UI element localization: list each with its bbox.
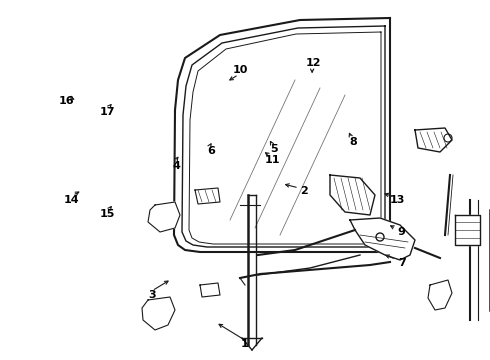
Text: 14: 14 <box>63 195 79 205</box>
Text: 6: 6 <box>207 146 215 156</box>
Text: 11: 11 <box>264 155 280 165</box>
Polygon shape <box>455 215 480 245</box>
Polygon shape <box>330 175 375 215</box>
Text: 3: 3 <box>148 290 156 300</box>
Polygon shape <box>428 280 452 310</box>
Text: 5: 5 <box>270 144 278 154</box>
Text: 2: 2 <box>300 186 308 196</box>
Text: 15: 15 <box>100 209 116 219</box>
Text: 1: 1 <box>241 339 249 349</box>
Text: 17: 17 <box>100 107 116 117</box>
Polygon shape <box>200 283 220 297</box>
Text: 9: 9 <box>398 227 406 237</box>
Text: 13: 13 <box>389 195 405 205</box>
Text: 4: 4 <box>172 161 180 171</box>
Polygon shape <box>415 128 452 152</box>
Text: 10: 10 <box>232 65 248 75</box>
Polygon shape <box>195 188 220 204</box>
Polygon shape <box>148 202 180 232</box>
Text: 7: 7 <box>398 258 406 268</box>
Text: 16: 16 <box>58 96 74 106</box>
Polygon shape <box>142 297 175 330</box>
Text: 12: 12 <box>306 58 321 68</box>
Polygon shape <box>350 218 415 260</box>
Text: 8: 8 <box>349 137 357 147</box>
